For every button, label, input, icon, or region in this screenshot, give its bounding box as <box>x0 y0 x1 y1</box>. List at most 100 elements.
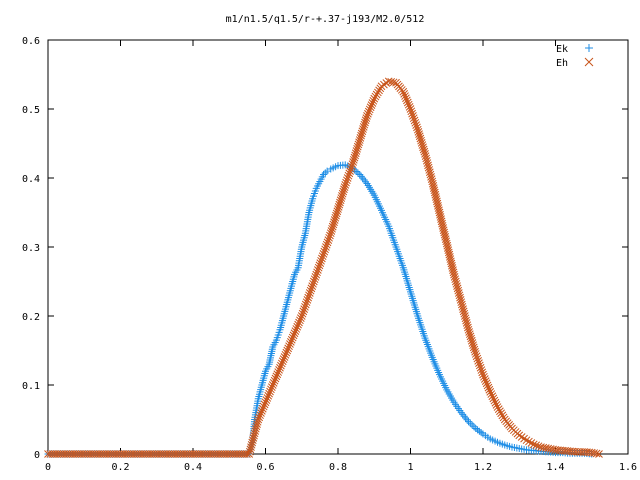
data-point-eh <box>316 259 325 267</box>
data-point-eh <box>490 396 499 405</box>
data-point-eh <box>473 354 482 363</box>
data-point-eh <box>347 164 355 173</box>
data-point-eh <box>410 116 419 125</box>
data-point-eh <box>318 254 326 263</box>
data-point-eh <box>302 298 311 307</box>
data-point-eh <box>534 442 543 451</box>
data-point-eh <box>314 263 323 272</box>
data-point-eh <box>544 444 553 453</box>
data-point-eh <box>350 153 359 162</box>
data-point-eh <box>462 319 471 327</box>
data-point-eh <box>276 363 284 372</box>
data-point-eh <box>412 121 420 129</box>
data-point-eh <box>342 178 350 187</box>
data-point-eh <box>487 390 496 398</box>
data-point-eh <box>440 230 449 239</box>
data-point-eh <box>476 363 485 372</box>
data-point-eh <box>277 361 285 370</box>
data-point-eh <box>441 235 450 243</box>
data-point-eh <box>290 329 299 338</box>
data-point-ek <box>457 409 465 417</box>
data-point-eh <box>529 440 538 449</box>
data-point-eh <box>423 159 432 167</box>
data-point-eh <box>296 316 304 325</box>
legend-label-ek: Ek <box>556 44 568 55</box>
axis-ticks: 0 0.2 0.4 0.6 0.8 1 1.2 1.4 1.6 0 0.1 0.2 0.3 0.4 0.5 0… <box>22 36 637 473</box>
data-point-eh <box>471 350 480 358</box>
data-point-eh <box>460 309 469 318</box>
data-point-ek <box>354 169 362 177</box>
legend-marker-ek <box>585 44 593 52</box>
x-tick-label: 1.4 <box>546 462 564 473</box>
data-point-eh <box>527 439 536 447</box>
data-point-eh <box>441 233 450 241</box>
x-tick-label: 0.4 <box>184 462 202 473</box>
data-point-eh <box>313 268 321 277</box>
data-point-eh <box>288 333 297 342</box>
data-point-eh <box>449 268 458 277</box>
plot-frame <box>47 39 629 455</box>
data-point-eh <box>358 127 367 136</box>
data-point-eh <box>475 359 483 368</box>
data-point-eh <box>338 189 347 198</box>
data-point-eh <box>303 296 312 304</box>
data-point-eh <box>405 102 414 111</box>
data-point-ek <box>466 419 474 427</box>
data-point-eh <box>401 92 409 100</box>
data-point-eh <box>493 403 502 411</box>
data-point-eh <box>446 253 454 261</box>
data-point-eh <box>399 87 408 96</box>
data-point-eh <box>478 368 487 377</box>
data-point-eh <box>515 431 524 440</box>
data-point-eh <box>419 145 428 154</box>
data-point-eh <box>245 450 254 458</box>
data-point-eh <box>361 118 369 127</box>
data-point-eh <box>440 228 449 237</box>
data-point-eh <box>471 347 479 356</box>
data-point-eh <box>355 138 363 147</box>
data-point-eh <box>546 445 555 453</box>
data-point-eh <box>248 438 257 447</box>
data-point-eh <box>343 176 351 185</box>
data-point-eh <box>477 366 486 374</box>
data-point-eh <box>380 80 388 89</box>
data-point-eh <box>587 448 596 457</box>
data-point-eh <box>329 220 338 229</box>
data-point-ek <box>321 169 329 177</box>
data-point-eh <box>319 250 328 258</box>
data-point-ek <box>463 416 471 424</box>
data-point-eh <box>400 90 409 98</box>
data-point-eh <box>403 98 412 107</box>
data-point-eh <box>452 279 461 288</box>
data-point-eh <box>417 139 426 147</box>
data-point-eh <box>417 136 425 145</box>
data-point-eh <box>409 114 418 123</box>
data-point-eh <box>351 151 359 160</box>
data-point-eh <box>311 273 320 281</box>
data-point-eh <box>357 129 366 138</box>
data-point-eh <box>260 400 269 409</box>
data-point-eh <box>265 389 273 398</box>
data-point-eh <box>322 243 330 251</box>
y-tick-label: 0.6 <box>22 36 40 47</box>
data-point-eh <box>301 300 310 309</box>
data-point-eh <box>315 261 324 270</box>
data-point-eh <box>324 236 333 244</box>
data-point-ek <box>475 427 483 435</box>
data-point-eh <box>292 325 301 333</box>
data-point-eh <box>494 405 503 414</box>
data-point-eh <box>439 226 448 235</box>
data-point-eh <box>333 207 342 216</box>
data-point-eh <box>450 273 459 281</box>
data-point-eh <box>429 182 438 190</box>
data-point-eh <box>318 252 327 261</box>
data-point-eh <box>408 109 416 118</box>
data-point-eh <box>489 394 498 403</box>
data-point-eh <box>443 244 452 252</box>
data-point-eh <box>539 443 548 452</box>
data-point-eh <box>467 334 475 343</box>
y-tick-label: 0.1 <box>22 381 40 392</box>
data-point-eh <box>447 259 456 268</box>
data-point-eh <box>287 338 295 346</box>
data-point-eh <box>426 170 435 179</box>
